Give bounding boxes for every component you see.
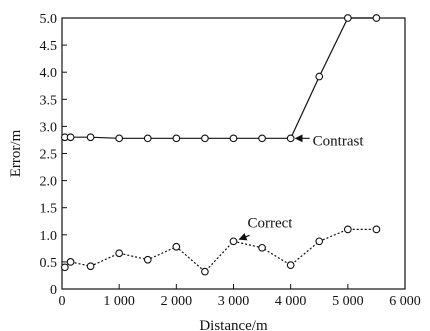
x-tick-label: 1 000 [103,294,135,309]
contrast-data-point [115,134,124,143]
y-tick-label: 0.5 [40,256,58,271]
x-tick-label: 6 000 [389,294,421,309]
x-tick-label: 5 000 [332,294,364,309]
y-tick-label: 1.5 [40,202,58,217]
plot-frame-layer [61,17,406,290]
contrast-data-point [286,134,295,143]
contrast-data-point [143,134,152,143]
contrast-data-point [201,134,209,143]
contrast-data-point [66,133,75,142]
y-tick-label: 3.5 [40,93,58,108]
y-tick-label: 2.5 [40,148,58,163]
y-tick-label: 5.0 [40,12,58,27]
contrast-data-point [258,134,266,143]
correct-data-point [61,263,69,272]
y-tick-label: 0 [50,283,57,298]
correct-data-point [201,267,209,276]
contrast-data-point [372,14,381,22]
correct-data-point [258,243,266,252]
contrast-data-point [229,134,238,143]
correct-data-point [229,237,238,246]
x-tick-label: 2 000 [161,294,193,309]
y-tick-label: 4.0 [40,66,58,81]
series-layer [61,14,381,276]
correct-data-point [372,225,381,234]
y-tick-label: 2.0 [40,175,58,190]
contrast-data-point [343,14,352,22]
correct-data-point [315,237,324,246]
contrast-annotation-label: Contrast [313,133,365,149]
correct-data-point [172,242,181,251]
correct-data-point [343,225,352,234]
plot-area-border [61,17,406,290]
correct-series-line [64,228,377,273]
contrast-data-point [172,134,181,143]
y-tick-label: 3.0 [40,120,58,135]
y-tick-label: 4.5 [40,39,58,54]
contrast-data-point [86,133,95,142]
correct-data-point [143,255,152,264]
correct-data-point [286,261,295,270]
correct-annotation-label: Correct [248,215,294,231]
contrast-series-line [64,17,377,139]
annotation-layer: Contrast Correct [238,133,365,241]
y-tick-label: 1.0 [40,229,58,244]
x-tick-label: 0 [59,294,66,309]
contrast-data-point [315,72,324,81]
x-axis-title: Distance/m [199,318,268,331]
tick-layer: 0 1 000 2 000 3 000 4 000 5 000 6 000 0 0.5 1.0 1.… [40,12,421,309]
y-axis-title: Error/m [8,129,24,177]
correct-data-point [66,258,75,266]
x-tick-label: 4 000 [275,294,307,309]
correct-annotation-arrow [238,232,250,241]
correct-data-point [115,249,124,258]
x-tick-label: 3 000 [218,294,250,309]
correct-data-point [86,262,95,271]
